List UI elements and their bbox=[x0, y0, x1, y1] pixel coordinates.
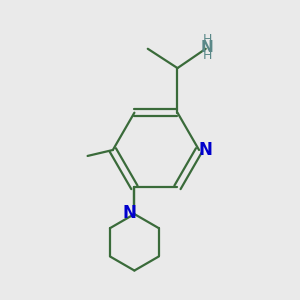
Text: N: N bbox=[201, 40, 214, 55]
Text: N: N bbox=[199, 141, 212, 159]
Text: N: N bbox=[123, 204, 137, 222]
Text: H: H bbox=[202, 49, 212, 62]
Text: H: H bbox=[202, 33, 212, 46]
